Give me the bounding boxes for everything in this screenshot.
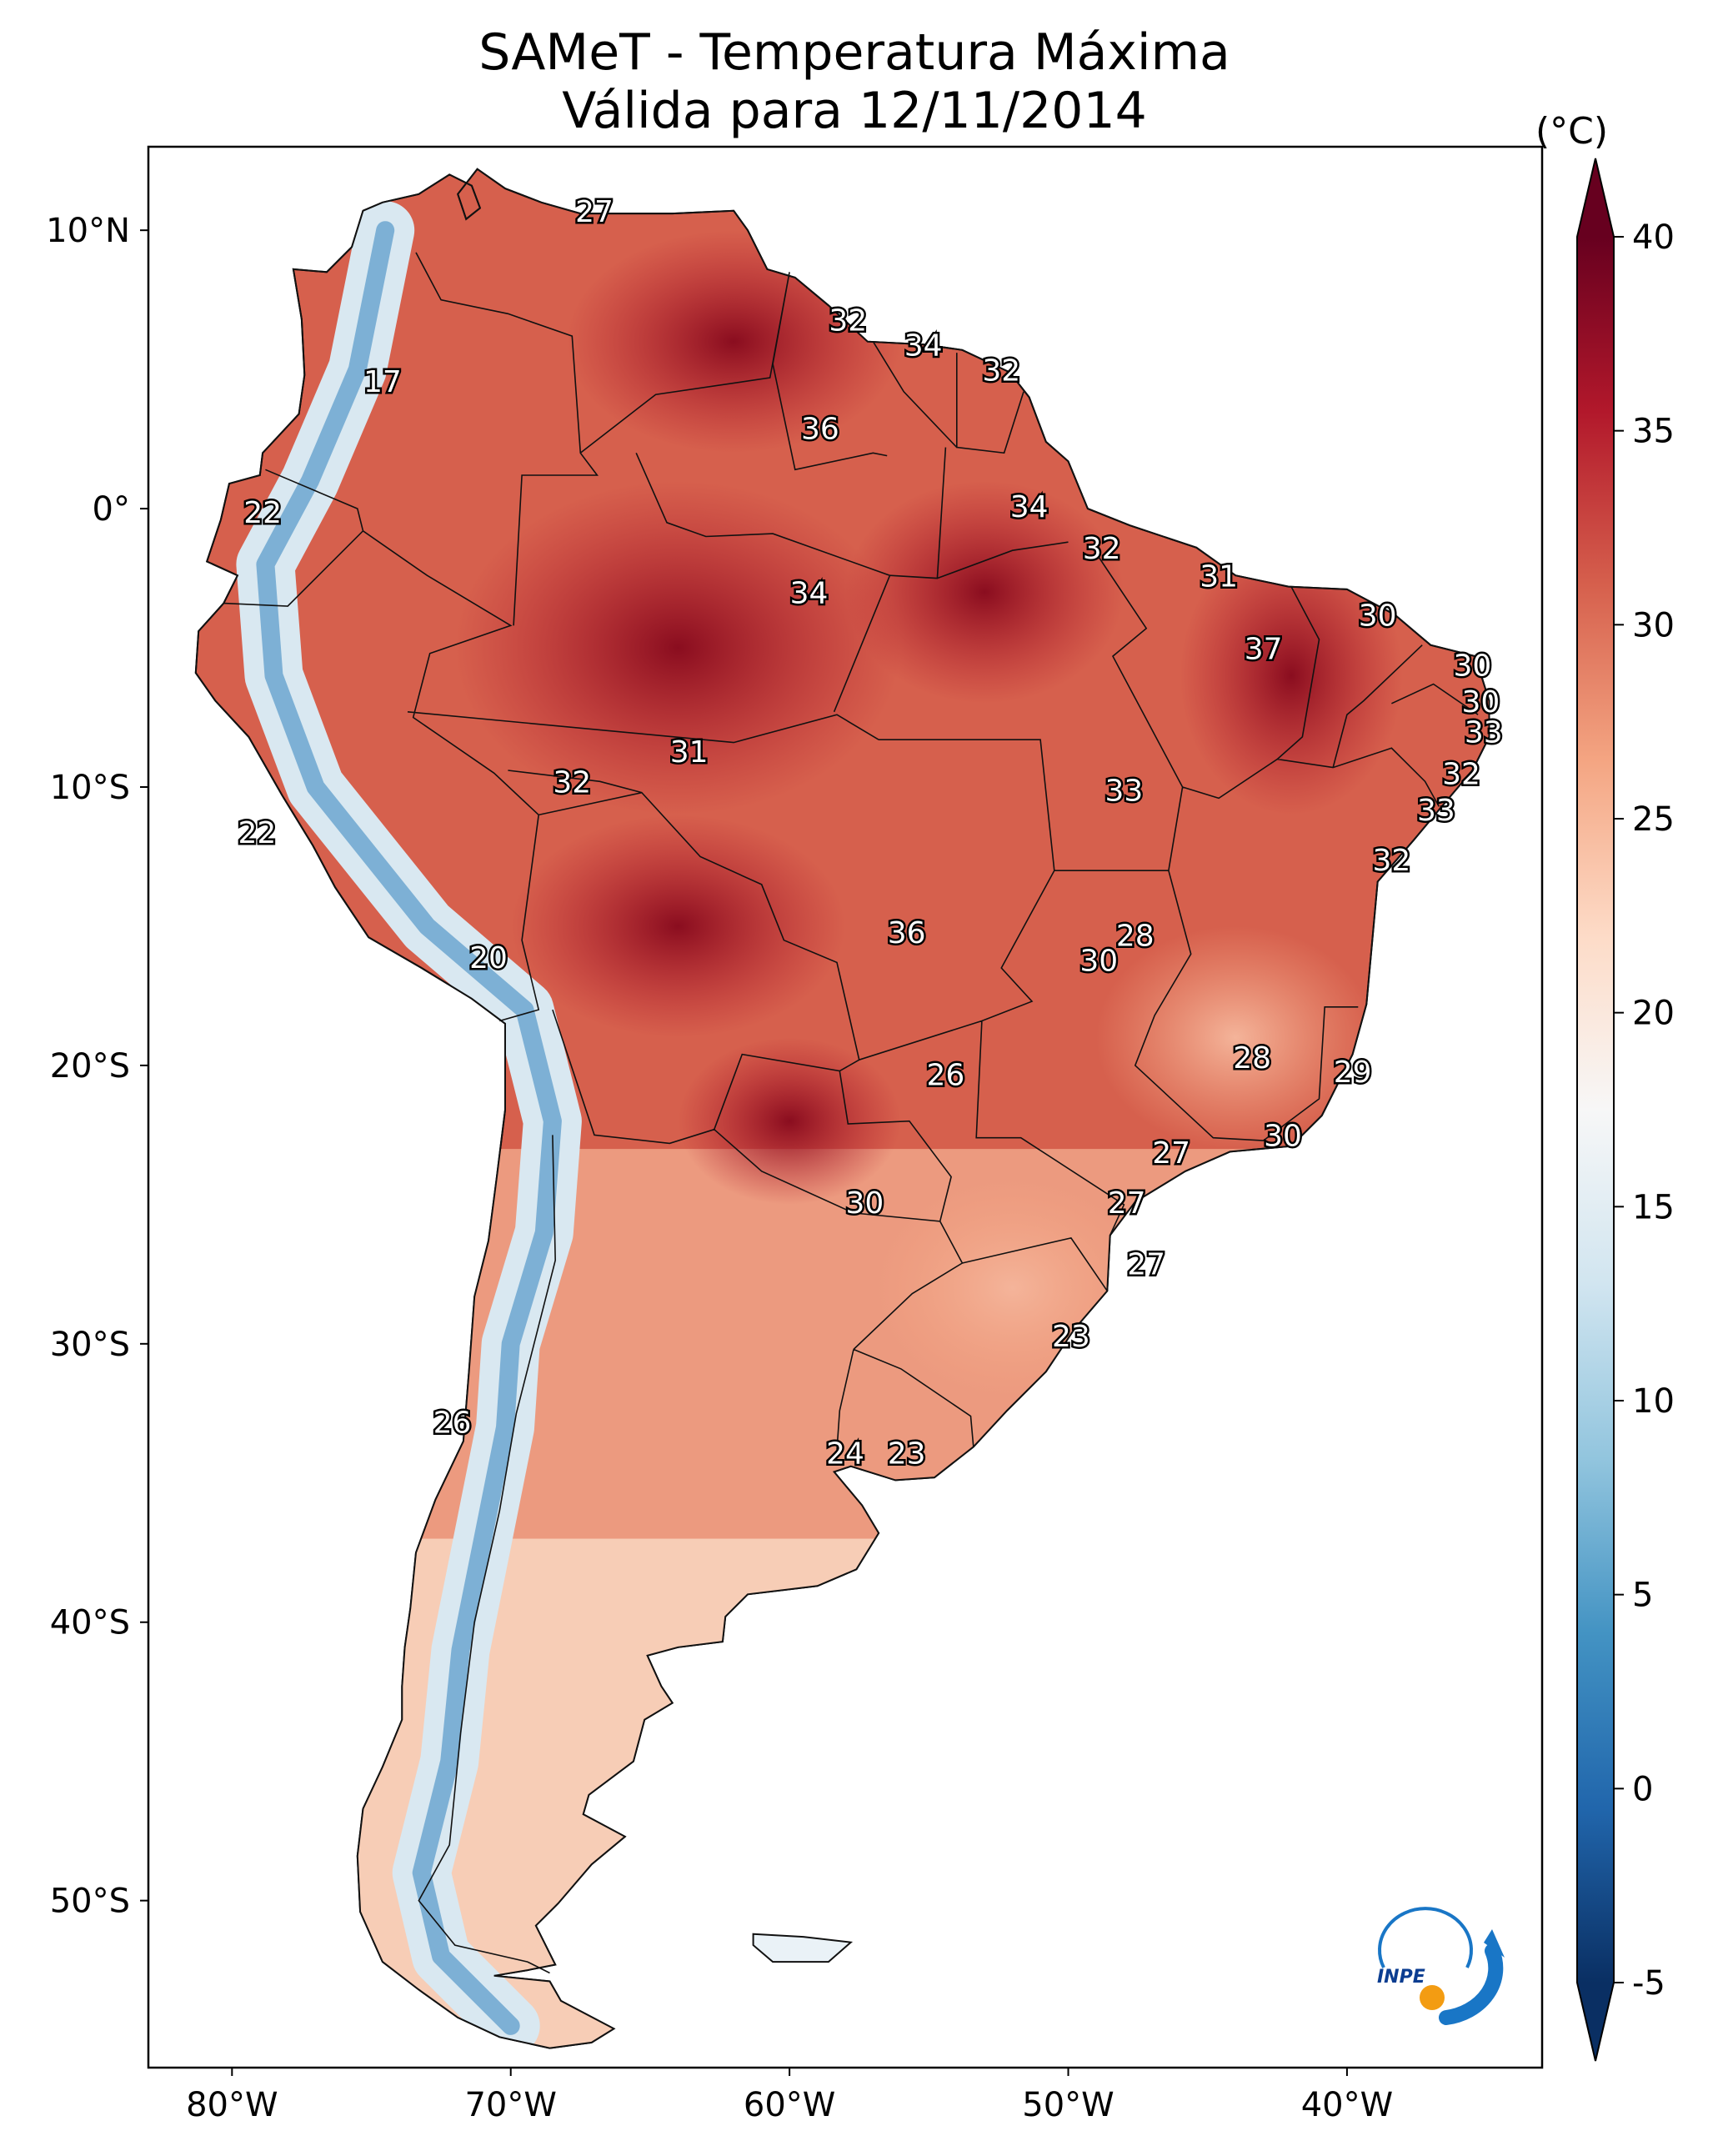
temperature-label: 34 xyxy=(790,577,829,611)
temperature-label: 22 xyxy=(238,816,276,850)
colorbar-tick-label: 30 xyxy=(1632,606,1675,644)
temperature-label: 37 xyxy=(1245,632,1283,666)
temperature-label: 30 xyxy=(1079,944,1118,978)
colorbar-tick-label: 35 xyxy=(1632,413,1675,451)
hot-core-para xyxy=(844,480,1124,704)
temperature-label: 34 xyxy=(1010,490,1049,524)
temperature-label: 32 xyxy=(553,766,591,800)
colorbar-tick-label: 0 xyxy=(1632,1770,1653,1808)
lat-tick-label: 50°S xyxy=(50,1883,130,1921)
colorbar-bar xyxy=(1577,237,1614,1983)
colorbar-extend-min xyxy=(1577,1983,1614,2061)
hot-core-amazon xyxy=(454,480,901,815)
lon-tick-label: 80°W xyxy=(186,2086,278,2124)
temperature-label: 33 xyxy=(1465,716,1503,750)
temperature-label: 27 xyxy=(1127,1247,1165,1281)
map-frame xyxy=(147,145,1544,2069)
temperature-label: 27 xyxy=(575,195,614,229)
map-title-line2: Válida para 12/11/2014 xyxy=(562,82,1147,140)
temperature-label: 27 xyxy=(1152,1136,1190,1171)
temperature-label: 30 xyxy=(1461,685,1500,720)
temperature-label: 31 xyxy=(670,735,709,770)
temperature-label: 26 xyxy=(433,1406,472,1441)
map-title: SAMeT - Temperatura Máxima Válida para 1… xyxy=(0,23,1709,140)
lat-tick-label: 10°S xyxy=(50,769,130,807)
colorbar-tick-label: -5 xyxy=(1632,1964,1665,2003)
temperature-label: 36 xyxy=(801,413,839,447)
falkland-islands xyxy=(752,1933,854,1963)
temperature-label: 30 xyxy=(1359,599,1397,633)
temperature-label: 28 xyxy=(1116,919,1155,953)
colorbar: -5 0 5 10 15 20 25 30 35 40 xyxy=(1576,158,1675,2062)
hot-core-northeast xyxy=(1180,536,1403,815)
temperature-label: 32 xyxy=(982,354,1020,389)
temperature-label: 33 xyxy=(1104,775,1143,809)
map-title-line1: SAMeT - Temperatura Máxima xyxy=(478,23,1230,82)
colorbar-tick-label: 10 xyxy=(1632,1382,1675,1421)
lat-tick-label: 10°N xyxy=(46,212,130,250)
temperature-label: 30 xyxy=(1453,649,1491,683)
colorbar-tick-label: 5 xyxy=(1632,1577,1653,1615)
temperature-label: 32 xyxy=(1442,758,1480,792)
colorbar-ticks: -5 0 5 10 15 20 25 30 35 40 xyxy=(1614,218,1675,2003)
temperature-label: 22 xyxy=(243,496,282,530)
temperature-label: 36 xyxy=(888,916,926,950)
temperature-label: 33 xyxy=(1417,794,1455,828)
temperature-label: 34 xyxy=(904,328,943,363)
temperature-label: 28 xyxy=(1233,1041,1271,1075)
temperature-label: 23 xyxy=(1052,1320,1090,1354)
lat-tick-label: 0° xyxy=(93,490,130,529)
andes-cold-core xyxy=(256,221,562,2035)
temperature-label: 27 xyxy=(1108,1186,1146,1221)
latitude-ticks: 10°N 0° 10°S 20°S 30°S 40°S 50°S xyxy=(46,212,148,1921)
temperature-label: 24 xyxy=(826,1436,864,1471)
temperature-label: 17 xyxy=(363,365,402,399)
temperature-label: 23 xyxy=(888,1436,926,1471)
country-state-borders xyxy=(223,252,1479,1974)
temperature-label: 32 xyxy=(1372,844,1410,878)
lat-tick-label: 40°S xyxy=(50,1604,130,1642)
colorbar-tick-label: 15 xyxy=(1632,1188,1675,1226)
lon-tick-label: 70°W xyxy=(464,2086,556,2124)
lon-tick-label: 40°W xyxy=(1301,2086,1393,2124)
temperature-label: 29 xyxy=(1334,1055,1372,1090)
colorbar-tick-label: 40 xyxy=(1632,218,1675,257)
hot-core-bolivia xyxy=(510,815,845,1038)
temperature-label: 26 xyxy=(926,1058,964,1092)
lat-tick-label: 30°S xyxy=(50,1326,130,1364)
colorbar-unit: (°C) xyxy=(1535,110,1609,153)
lon-tick-label: 50°W xyxy=(1022,2086,1114,2124)
temperature-label: 20 xyxy=(469,941,508,975)
temperature-label: 30 xyxy=(845,1186,884,1221)
temperature-label: 30 xyxy=(1264,1120,1302,1154)
longitude-ticks: 80°W 70°W 60°W 50°W 40°W xyxy=(186,2068,1393,2124)
lat-tick-label: 20°S xyxy=(50,1047,130,1086)
hot-core-paraguay xyxy=(678,1037,901,1205)
temperature-label: 32 xyxy=(1083,532,1121,566)
temperature-label: 32 xyxy=(829,303,867,338)
coastline xyxy=(194,168,1490,2049)
colorbar-tick-label: 20 xyxy=(1632,995,1675,1033)
colorbar-extend-max xyxy=(1577,158,1614,237)
colorbar-tick-label: 25 xyxy=(1632,800,1675,839)
temperature-label: 31 xyxy=(1200,560,1238,594)
lon-tick-label: 60°W xyxy=(744,2086,835,2124)
inpe-logo-icon: INPE xyxy=(1377,1907,1505,2025)
inpe-logo-text: INPE xyxy=(1377,1967,1425,1988)
